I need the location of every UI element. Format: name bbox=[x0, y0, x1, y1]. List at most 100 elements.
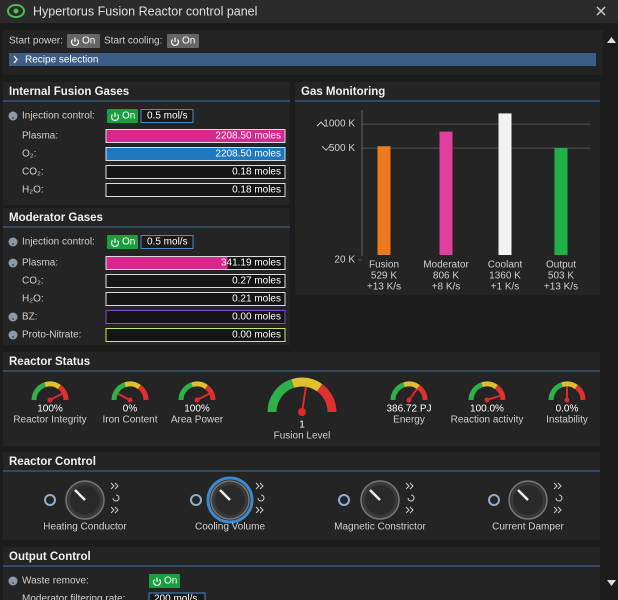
gauge-value: 100% bbox=[184, 404, 210, 415]
gas-box bbox=[105, 292, 286, 306]
knob-step-button[interactable] bbox=[405, 506, 414, 514]
gauge-label: Area Power bbox=[171, 415, 224, 426]
knob-step-button[interactable] bbox=[405, 482, 414, 490]
gauge-arc bbox=[124, 381, 141, 390]
gauge-hub bbox=[564, 397, 570, 403]
scroll-down[interactable] bbox=[607, 580, 616, 586]
value-label: 503 K bbox=[548, 271, 574, 282]
help-dot bbox=[12, 582, 14, 584]
gas-box bbox=[105, 274, 286, 288]
recipe-bar[interactable] bbox=[9, 53, 596, 66]
gas-box bbox=[105, 310, 286, 324]
bar bbox=[554, 147, 568, 255]
knob-step-button[interactable] bbox=[407, 494, 415, 502]
gauge-arc bbox=[191, 381, 208, 390]
injection-label: Injection control: bbox=[22, 111, 95, 122]
gas-box bbox=[105, 328, 286, 342]
gauge-value: 100.0% bbox=[470, 404, 504, 415]
gauge-label: Instability bbox=[546, 415, 588, 426]
gas-amount: 0.18 moles bbox=[232, 167, 281, 178]
value-label: 529 K bbox=[371, 271, 397, 282]
section-title: Moderator Gases bbox=[9, 212, 103, 224]
help-dot bbox=[12, 243, 14, 245]
rate-label: +13 K/s bbox=[367, 282, 401, 293]
help-dot bbox=[12, 318, 14, 320]
gauge-arc bbox=[416, 385, 428, 401]
gauge-arc bbox=[316, 384, 337, 413]
top-strip bbox=[3, 30, 603, 75]
rate-box[interactable] bbox=[140, 109, 194, 123]
knob-step-button[interactable] bbox=[110, 506, 119, 514]
value-label: 1360 K bbox=[489, 271, 521, 282]
knob-step-button[interactable] bbox=[112, 494, 120, 502]
power-icon bbox=[152, 577, 162, 586]
help-icon bbox=[8, 312, 18, 322]
gauge-arc bbox=[468, 382, 484, 401]
knob-step-button[interactable] bbox=[257, 494, 265, 502]
knob-step-button[interactable] bbox=[555, 494, 563, 502]
gauge-value: 0% bbox=[123, 404, 138, 415]
gauge-arc bbox=[31, 382, 47, 401]
filter-label: Moderator filtering rate: bbox=[22, 594, 125, 600]
gauge-needle bbox=[301, 386, 307, 413]
gas-amount: 341.19 moles bbox=[221, 258, 281, 269]
help-icon bbox=[8, 576, 18, 586]
gauge-arc bbox=[178, 382, 194, 401]
value-label: 806 K bbox=[433, 271, 459, 282]
gas-amount: 0.18 moles bbox=[232, 185, 281, 196]
knob-icon bbox=[44, 494, 56, 506]
gas-amount: 0.27 moles bbox=[232, 276, 281, 287]
button-label: On bbox=[82, 36, 95, 47]
gas-box bbox=[105, 165, 286, 179]
waste-label: Waste remove: bbox=[22, 576, 89, 587]
injection-label: Injection control: bbox=[22, 237, 95, 248]
gas-name: Proto-Nitrate: bbox=[22, 330, 81, 341]
close-button[interactable] bbox=[596, 6, 606, 16]
threshold-down bbox=[321, 145, 331, 151]
gauge-label: Reactor Integrity bbox=[13, 415, 86, 426]
recipe-label: Recipe selection bbox=[25, 55, 98, 66]
gas-name: Plasma: bbox=[22, 258, 58, 269]
section-title: Gas Monitoring bbox=[301, 86, 385, 98]
knob-indicator bbox=[369, 489, 381, 501]
button-label: On bbox=[182, 36, 195, 47]
gauge-label: Fusion Level bbox=[274, 431, 331, 442]
gas-name: BZ: bbox=[22, 312, 38, 323]
knob-step-button[interactable] bbox=[110, 482, 119, 490]
gas-amount: 2208.50 moles bbox=[215, 149, 281, 160]
gas-amount: 2208.50 moles bbox=[215, 131, 281, 142]
rate-box[interactable] bbox=[140, 235, 194, 249]
scroll-up[interactable] bbox=[607, 37, 616, 43]
rate-label: +1 K/s bbox=[491, 282, 520, 293]
knob-step-button[interactable] bbox=[255, 482, 264, 490]
help-dot bbox=[12, 117, 14, 119]
gauge-value: 100% bbox=[37, 404, 63, 415]
gas-name: O₂: bbox=[22, 149, 36, 160]
gauge-arc bbox=[390, 382, 406, 401]
knob-step-button[interactable] bbox=[553, 482, 562, 490]
y-tick-label: 20 K bbox=[334, 255, 355, 266]
gauge-hub bbox=[47, 397, 53, 403]
help-dot bbox=[12, 264, 14, 266]
knob-step-button[interactable] bbox=[553, 506, 562, 514]
help-icon bbox=[8, 258, 18, 268]
gas-fill bbox=[106, 130, 285, 142]
gauge-arc bbox=[481, 381, 498, 390]
knob-label: Heating Conductor bbox=[43, 522, 127, 533]
bar bbox=[498, 113, 512, 255]
start-power-label: Start power: bbox=[9, 36, 63, 47]
gauge-arc bbox=[574, 385, 586, 401]
x-tick-label: Fusion bbox=[369, 260, 399, 271]
knob-step-button[interactable] bbox=[255, 506, 264, 514]
gauge-arc bbox=[561, 381, 578, 390]
threshold-up bbox=[316, 121, 326, 127]
gauge-arc bbox=[137, 385, 149, 401]
gauge-arc bbox=[291, 377, 323, 392]
gauge-value: 0.0% bbox=[556, 404, 579, 415]
window-title: Hypertorus Fusion Reactor control panel bbox=[33, 4, 257, 18]
rate-value: 0.5 mol/s bbox=[147, 111, 188, 122]
knob-indicator bbox=[517, 489, 529, 501]
bar bbox=[377, 146, 391, 255]
scrollbar bbox=[605, 24, 618, 600]
app-icon-pupil bbox=[13, 8, 19, 14]
